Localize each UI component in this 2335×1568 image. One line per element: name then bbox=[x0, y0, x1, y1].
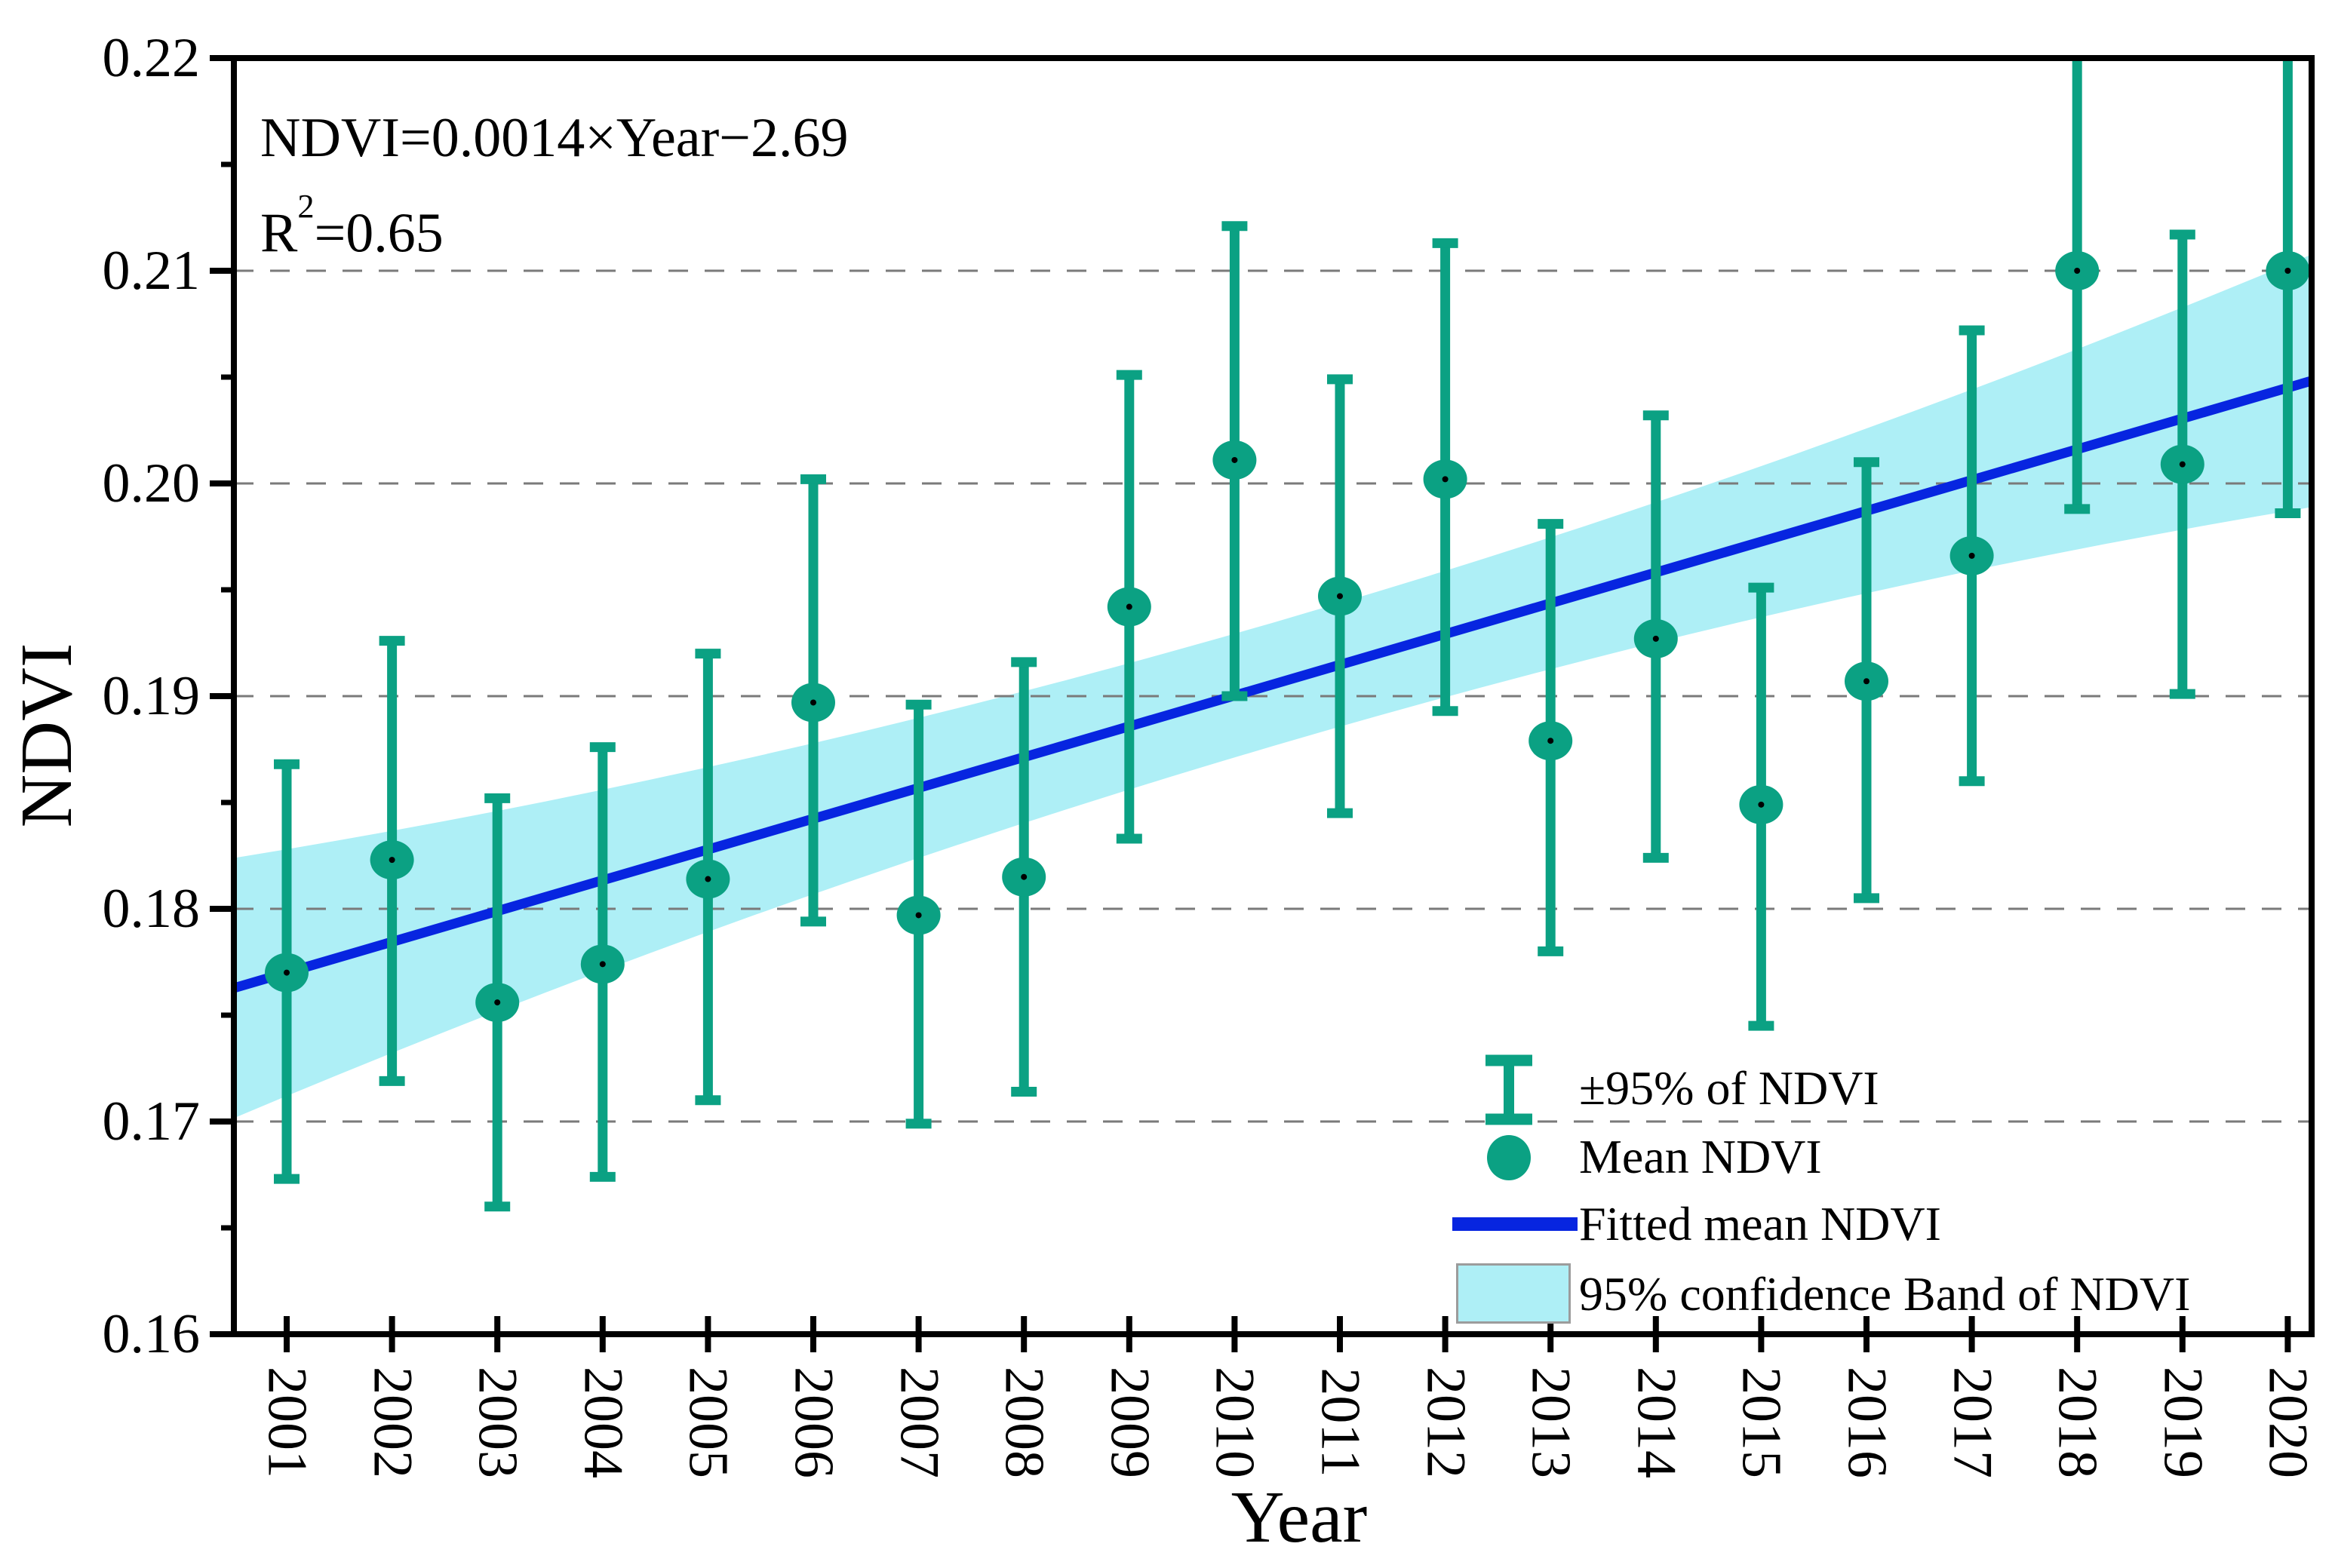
x-tick-label-2006: 2006 bbox=[782, 1367, 845, 1478]
marker-center-dot-2013 bbox=[1547, 738, 1554, 744]
y-tick-label-0.17: 0.17 bbox=[102, 1091, 201, 1152]
legend-band-icon bbox=[1456, 1263, 1571, 1324]
legend-mean-marker-icon bbox=[1487, 1135, 1531, 1180]
marker-center-dot-2004 bbox=[599, 961, 606, 968]
x-tick-label-2007: 2007 bbox=[888, 1367, 951, 1478]
x-tick-label-2001: 2001 bbox=[256, 1367, 318, 1478]
marker-center-dot-2020 bbox=[2284, 268, 2291, 274]
marker-center-dot-2014 bbox=[1652, 635, 1659, 642]
legend-errorbar-icon bbox=[1485, 1054, 1532, 1125]
x-tick-label-2003: 2003 bbox=[466, 1367, 529, 1478]
regression-annotation: NDVI=0.0014×Year−2.69 R2=0.65 bbox=[260, 97, 849, 275]
x-tick-label-2016: 2016 bbox=[1836, 1367, 1898, 1478]
marker-center-dot-2001 bbox=[284, 969, 290, 976]
x-tick-label-2014: 2014 bbox=[1625, 1367, 1688, 1478]
marker-center-dot-2005 bbox=[705, 876, 711, 882]
regression-equation: NDVI=0.0014×Year−2.69 bbox=[260, 107, 849, 169]
x-tick-label-2017: 2017 bbox=[1941, 1367, 2004, 1478]
x-tick-label-2008: 2008 bbox=[993, 1367, 1055, 1478]
x-tick-label-2018: 2018 bbox=[2046, 1367, 2109, 1478]
legend-fitline-icon bbox=[1452, 1217, 1578, 1231]
y-axis-title: NDVI bbox=[6, 643, 88, 828]
legend-label-mean: Mean NDVI bbox=[1579, 1130, 1822, 1183]
x-tick-label-2009: 2009 bbox=[1098, 1367, 1161, 1478]
y-tick-label-0.20: 0.20 bbox=[102, 453, 201, 514]
legend-label-band: 95% confidence Band of NDVI bbox=[1579, 1267, 2191, 1321]
x-tick-label-2019: 2019 bbox=[2152, 1367, 2214, 1478]
x-tick-label-2002: 2002 bbox=[361, 1367, 424, 1478]
marker-center-dot-2008 bbox=[1021, 873, 1028, 880]
x-axis-title: Year bbox=[1230, 1477, 1368, 1558]
marker-center-dot-2007 bbox=[915, 912, 922, 919]
x-tick-label-2005: 2005 bbox=[677, 1367, 739, 1478]
marker-center-dot-2002 bbox=[389, 857, 395, 864]
marker-center-dot-2009 bbox=[1126, 603, 1132, 610]
fitted-line bbox=[232, 376, 2313, 993]
x-tick-label-2004: 2004 bbox=[572, 1367, 634, 1478]
marker-center-dot-2010 bbox=[1231, 456, 1238, 463]
x-tick-label-2020: 2020 bbox=[2257, 1367, 2319, 1478]
x-tick-label-2015: 2015 bbox=[1730, 1367, 1793, 1478]
y-tick-label-0.22: 0.22 bbox=[102, 27, 201, 89]
marker-center-dot-2018 bbox=[2074, 268, 2081, 274]
marker-center-dot-2011 bbox=[1337, 593, 1343, 600]
marker-center-dot-2003 bbox=[494, 999, 501, 1006]
y-tick-label-0.19: 0.19 bbox=[102, 665, 201, 727]
x-tick-label-2013: 2013 bbox=[1519, 1367, 1582, 1478]
legend-label-fit: Fitted mean NDVI bbox=[1579, 1197, 1941, 1250]
legend-label-error: ±95% of NDVI bbox=[1579, 1061, 1879, 1115]
y-tick-label-0.16: 0.16 bbox=[102, 1303, 201, 1365]
marker-center-dot-2015 bbox=[1758, 801, 1765, 808]
marker-center-dot-2019 bbox=[2179, 461, 2186, 468]
x-tick-label-2012: 2012 bbox=[1415, 1367, 1477, 1478]
marker-center-dot-2016 bbox=[1863, 678, 1870, 685]
x-tick-label-2011: 2011 bbox=[1309, 1367, 1372, 1477]
r-squared: R2=0.65 bbox=[260, 187, 444, 265]
marker-center-dot-2012 bbox=[1442, 476, 1449, 483]
y-tick-label-0.21: 0.21 bbox=[102, 240, 201, 302]
marker-center-dot-2017 bbox=[1968, 552, 1975, 559]
x-tick-label-2010: 2010 bbox=[1203, 1367, 1266, 1478]
marker-center-dot-2006 bbox=[810, 699, 816, 706]
y-tick-label-0.18: 0.18 bbox=[102, 878, 201, 940]
